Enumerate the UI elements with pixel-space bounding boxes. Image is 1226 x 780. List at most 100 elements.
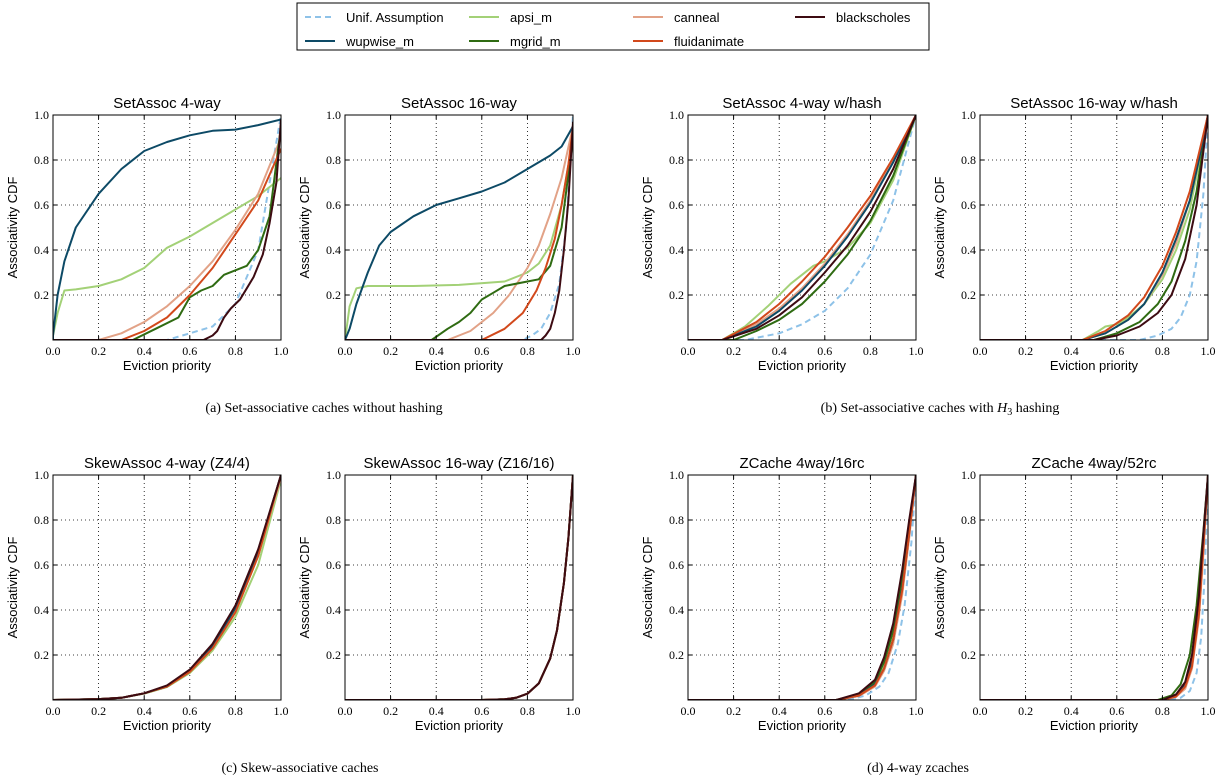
- y-tick-label: 0.2: [34, 648, 49, 662]
- y-tick-label: 1.0: [669, 468, 684, 482]
- x-tick-label: 0.4: [1064, 344, 1079, 358]
- x-axis-label: Eviction priority: [758, 718, 847, 733]
- legend-label-wupwise-m: wupwise_m: [345, 34, 414, 49]
- x-tick-label: 0.8: [1155, 344, 1170, 358]
- x-tick-label: 0.8: [1155, 704, 1170, 718]
- x-tick-label: 1.0: [1201, 344, 1216, 358]
- y-axis-label: Associativity CDF: [932, 537, 947, 639]
- series-line-blackscholes: [980, 475, 1208, 700]
- x-axis-label: Eviction priority: [1050, 718, 1139, 733]
- y-tick-label: 0.2: [669, 288, 684, 302]
- x-tick-label: 0.2: [91, 344, 106, 358]
- series-line-unif-assumption: [688, 475, 916, 700]
- x-axis-label: Eviction priority: [123, 358, 212, 373]
- x-tick-label: 1.0: [1201, 704, 1216, 718]
- series-line-fluidanimate: [345, 126, 573, 340]
- legend-label-apsi-m: apsi_m: [510, 10, 552, 25]
- y-tick-label: 0.2: [326, 288, 341, 302]
- x-tick-label: 0.8: [228, 704, 243, 718]
- y-tick-label: 0.4: [326, 243, 341, 257]
- y-tick-label: 0.6: [669, 198, 684, 212]
- caption-b-math-sub: 3: [1007, 407, 1012, 418]
- x-tick-label: 0.8: [520, 704, 535, 718]
- panel-title: SetAssoc 16-way w/hash: [1010, 95, 1178, 112]
- series-line-fluidanimate: [53, 475, 281, 700]
- legend-label-canneal: canneal: [674, 10, 720, 25]
- x-tick-label: 0.6: [474, 704, 489, 718]
- y-tick-label: 0.2: [961, 288, 976, 302]
- x-tick-label: 0.2: [726, 704, 741, 718]
- x-tick-label: 0.2: [726, 344, 741, 358]
- x-tick-label: 0.0: [973, 344, 988, 358]
- x-tick-label: 0.0: [46, 344, 61, 358]
- series-line-unif-assumption: [345, 115, 573, 340]
- panel-skewassoc-16-way-z16-16: 0.0 0.2 0.4 0.6 0.8 1.0 0.2 0.4 0.6 0.8 1.0 SkewAss…: [297, 455, 581, 733]
- y-tick-label: 0.6: [326, 198, 341, 212]
- panel-title: ZCache 4way/52rc: [1031, 455, 1157, 472]
- y-tick-label: 0.4: [669, 243, 684, 257]
- x-tick-label: 0.8: [520, 344, 535, 358]
- x-tick-label: 0.0: [338, 344, 353, 358]
- panels: 0.0 0.2 0.4 0.6 0.8 1.0 0.2 0.4 0.6 0.8 1.0 SetAsso…: [5, 95, 1216, 733]
- grid: [980, 475, 1208, 700]
- x-tick-label: 0.2: [1018, 344, 1033, 358]
- y-tick-label: 1.0: [34, 468, 49, 482]
- plot-frame: [979, 474, 1209, 701]
- legend-box: [296, 2, 930, 51]
- y-tick-label: 0.8: [669, 153, 684, 167]
- caption-b-math-tail: hashing: [1012, 401, 1059, 416]
- grid: [53, 475, 281, 700]
- y-tick-label: 0.8: [34, 513, 49, 527]
- series-line-unif-assumption: [980, 115, 1208, 340]
- panel-skewassoc-4-way-z4-4: 0.0 0.2 0.4 0.6 0.8 1.0 0.2 0.4 0.6 0.8 1.0 SkewAss…: [5, 455, 289, 733]
- series-group: [345, 475, 573, 700]
- caption-b: (b) Set-associative caches with H3 hashi…: [821, 401, 1060, 418]
- series-line-blackscholes: [345, 121, 573, 340]
- panel-zcache-4way-52rc: 0.0 0.2 0.4 0.6 0.8 1.0 0.2 0.4 0.6 0.8 1.0 ZCache …: [932, 455, 1216, 733]
- series-line-wupwise-m: [345, 475, 573, 700]
- series-line-canneal: [688, 115, 916, 340]
- x-axis-label: Eviction priority: [415, 358, 504, 373]
- series-line-apsi-m: [345, 475, 573, 700]
- x-tick-label: 0.4: [137, 344, 152, 358]
- x-tick-label: 1.0: [274, 704, 289, 718]
- y-tick-label: 1.0: [961, 468, 976, 482]
- series-line-fluidanimate: [345, 475, 573, 700]
- grid: [980, 115, 1208, 340]
- y-tick-label: 0.6: [326, 558, 341, 572]
- series-line-mgrid-m: [345, 475, 573, 700]
- grid: [345, 115, 573, 340]
- x-tick-label: 0.8: [228, 344, 243, 358]
- y-axis-label: Associativity CDF: [5, 537, 20, 639]
- series-line-unif-assumption: [53, 475, 281, 700]
- series-line-mgrid-m: [688, 115, 916, 340]
- legend-label-unif-assumption: Unif. Assumption: [346, 10, 444, 25]
- series-line-wupwise-m: [688, 115, 916, 340]
- y-tick-label: 0.8: [34, 153, 49, 167]
- panel-title: SetAssoc 4-way: [113, 95, 221, 112]
- y-tick-label: 0.6: [961, 558, 976, 572]
- y-tick-label: 0.8: [669, 513, 684, 527]
- x-tick-label: 0.8: [863, 344, 878, 358]
- series-group: [53, 115, 281, 340]
- x-tick-label: 0.6: [817, 344, 832, 358]
- legend: Unif. Assumption wupwise_m apsi_m mgrid_m ca…: [296, 2, 930, 51]
- x-tick-label: 0.2: [1018, 704, 1033, 718]
- panel-setassoc-4-way-w-hash: 0.0 0.2 0.4 0.6 0.8 1.0 0.2 0.4 0.6 0.8 1.0 SetAsso…: [640, 95, 924, 373]
- grid: [688, 475, 916, 700]
- x-tick-label: 0.8: [863, 704, 878, 718]
- y-tick-label: 0.4: [961, 243, 976, 257]
- series-line-blackscholes: [688, 475, 916, 700]
- y-tick-label: 1.0: [669, 108, 684, 122]
- panel-setassoc-16-way-w-hash: 0.0 0.2 0.4 0.6 0.8 1.0 0.2 0.4 0.6 0.8 1.0 SetAsso…: [932, 95, 1216, 373]
- y-tick-label: 0.2: [34, 288, 49, 302]
- series-line-unif-assumption: [980, 475, 1208, 700]
- y-axis-label: Associativity CDF: [297, 537, 312, 639]
- y-axis-label: Associativity CDF: [640, 537, 655, 639]
- y-axis-label: Associativity CDF: [297, 177, 312, 279]
- y-tick-label: 0.8: [961, 153, 976, 167]
- series-line-canneal: [345, 126, 573, 340]
- plot-frame: [344, 114, 574, 341]
- x-tick-label: 1.0: [566, 704, 581, 718]
